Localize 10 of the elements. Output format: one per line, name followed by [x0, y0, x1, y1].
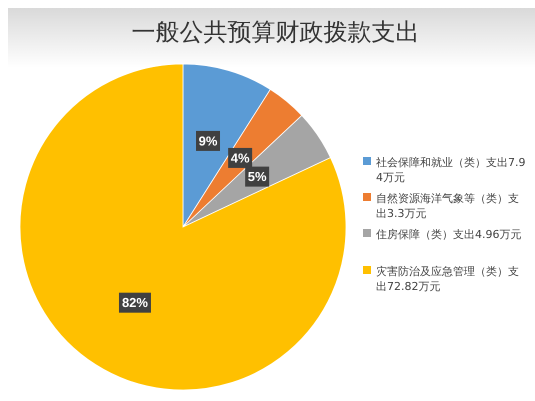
data-label: 82%	[122, 295, 148, 310]
pie-slice	[20, 64, 346, 390]
legend-label: 住房保障（类）支出4.96万元	[376, 228, 522, 241]
data-label: 5%	[248, 169, 267, 184]
chart-title: 一般公共预算财政拨款支出	[132, 18, 420, 46]
legend-label: 社会保障和就业（类）支出7.94万元	[376, 156, 526, 184]
legend-label: 自然资源海洋气象等（类）支出3.3万元	[376, 192, 519, 220]
data-label: 9%	[198, 133, 218, 148]
data-label: 4%	[230, 150, 250, 166]
legend-label: 灾害防治及应急管理（类）支出72.82万元	[376, 265, 519, 293]
